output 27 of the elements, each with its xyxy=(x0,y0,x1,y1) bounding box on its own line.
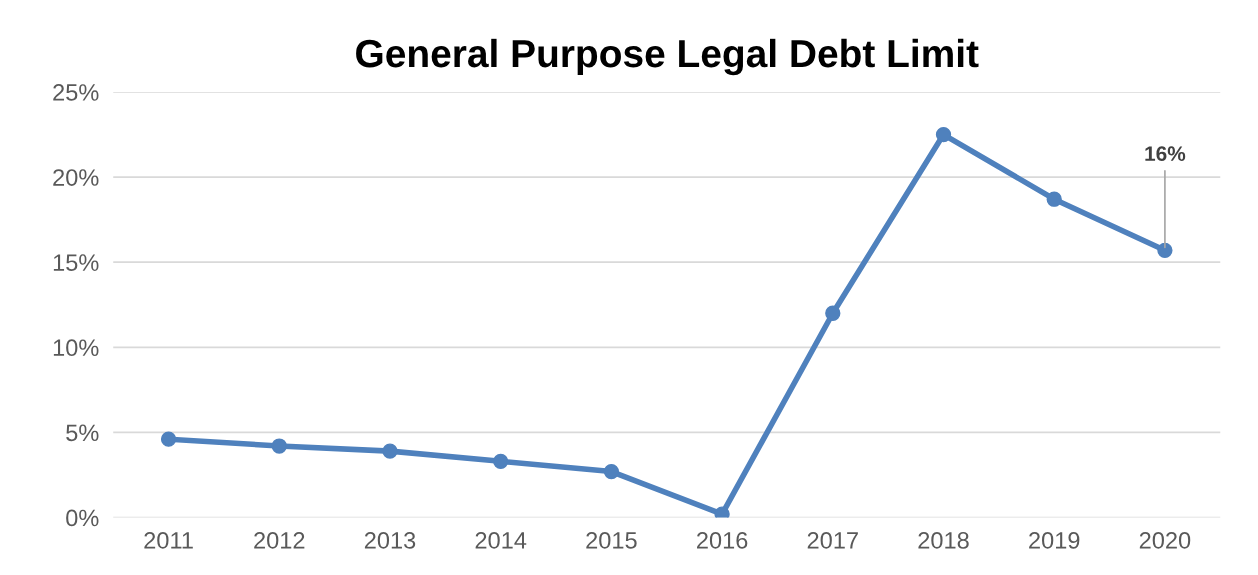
point xyxy=(825,305,841,321)
x-tick-label: 2018 xyxy=(918,532,969,549)
point xyxy=(935,126,952,143)
y-tick-label: 25% xyxy=(53,84,99,101)
point xyxy=(603,463,620,480)
x-tick-label: 2012 xyxy=(254,532,305,549)
y-tick-label: 0% xyxy=(66,509,99,527)
x-tick-label: 2019 xyxy=(1029,532,1080,549)
x-tick-label: 2020 xyxy=(1139,532,1191,549)
x-tick-label: 2017 xyxy=(807,532,858,549)
y-tick-label: 5% xyxy=(66,424,99,442)
chart-title: General Purpose Legal Debt Limit xyxy=(356,38,979,76)
x-tick-label: 2011 xyxy=(144,532,193,549)
y-tick-label: 20% xyxy=(53,169,99,186)
y-tick-label: 15% xyxy=(53,254,99,271)
point xyxy=(382,443,398,459)
x-tick-label: 2013 xyxy=(364,532,416,549)
annotation: 16% xyxy=(1145,146,1186,162)
x-tick-label: 2014 xyxy=(475,532,527,549)
point xyxy=(271,438,287,454)
y-tick-label: 10% xyxy=(53,339,99,357)
x-tick-label: 2015 xyxy=(586,532,637,549)
point xyxy=(1157,242,1173,258)
point xyxy=(493,453,509,469)
x-tick-label: 2016 xyxy=(697,532,748,549)
point xyxy=(1046,191,1062,207)
point xyxy=(160,431,177,447)
